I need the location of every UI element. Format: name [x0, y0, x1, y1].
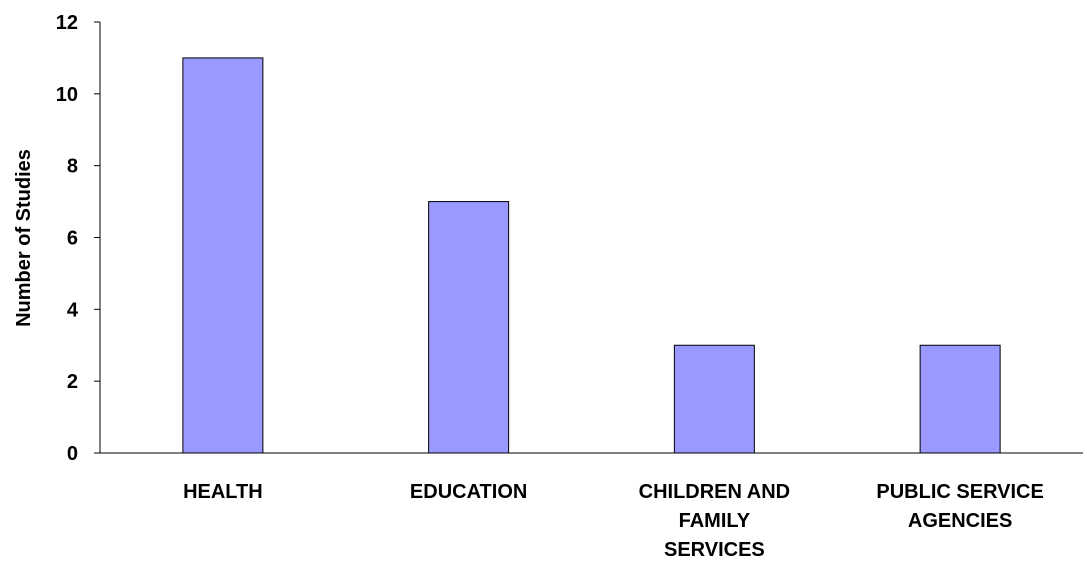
x-axis-labels: HEALTH EDUCATION CHILDREN AND FAMILY SERVICE…	[183, 481, 1044, 561]
x-category-label: HEALTH	[183, 481, 263, 503]
bar	[182, 57, 264, 454]
y-tick-label: 2	[67, 371, 78, 393]
y-tick-label: 12	[56, 12, 78, 34]
bar	[919, 344, 1001, 454]
y-tick-label: 0	[67, 443, 78, 465]
bar	[673, 344, 755, 454]
x-category-label: PUBLIC SERVICE	[876, 481, 1043, 503]
y-tick-label: 6	[67, 228, 78, 250]
bar	[428, 201, 510, 454]
x-category-label: AGENCIES	[908, 510, 1012, 532]
y-tick-label: 8	[67, 156, 78, 178]
bars	[182, 57, 1001, 454]
x-category-label: FAMILY	[679, 510, 751, 532]
y-tick-label: 4	[67, 299, 79, 321]
x-category-label: SERVICES	[664, 539, 765, 561]
x-category-label: EDUCATION	[410, 481, 527, 503]
x-category-label: CHILDREN AND	[639, 481, 790, 503]
y-tick-label: 10	[56, 84, 78, 106]
y-axis-title: Number of Studies	[13, 149, 35, 327]
y-axis: 0 2 4 6 8 10 12	[56, 12, 1083, 465]
